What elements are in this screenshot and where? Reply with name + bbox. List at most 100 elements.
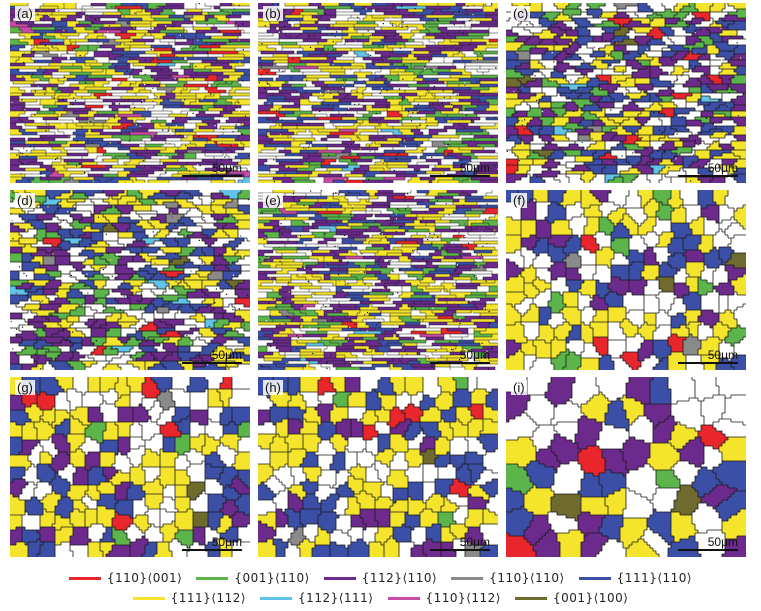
grain-region <box>623 93 627 97</box>
grain-region <box>297 247 319 251</box>
grain-region <box>288 63 307 67</box>
grain-region <box>258 223 265 227</box>
grain-region <box>369 117 385 121</box>
grain-region <box>229 241 242 245</box>
orientation-noise <box>87 292 89 294</box>
grain-region <box>393 87 418 91</box>
grain-region <box>336 12 361 16</box>
grain-region <box>160 159 179 163</box>
grain-region <box>258 283 262 287</box>
grain-region <box>202 232 215 236</box>
grain-region <box>471 96 498 100</box>
scale-bar-line <box>430 175 490 177</box>
orientation-noise <box>205 42 207 44</box>
grain-region <box>37 313 50 317</box>
grain-region <box>244 304 250 308</box>
grain-region <box>527 126 555 130</box>
grain-region <box>208 18 218 22</box>
grain-region <box>698 99 702 103</box>
grain-region <box>166 3 185 7</box>
grain-region <box>169 66 182 70</box>
grain-region <box>378 147 418 151</box>
grain-region <box>303 241 319 245</box>
grain-region <box>384 75 400 79</box>
grain-region <box>303 304 316 308</box>
grain-region <box>533 150 555 154</box>
grain-region <box>169 114 188 118</box>
grain-region <box>49 361 68 365</box>
grain-region <box>226 346 245 350</box>
grain-region <box>202 150 236 154</box>
grain-region <box>70 310 86 314</box>
grain-region <box>157 87 176 91</box>
grain-region <box>306 84 316 88</box>
grain-region <box>375 174 397 178</box>
grain-region <box>288 54 304 58</box>
grain-region <box>130 147 188 151</box>
grain-region <box>103 159 119 163</box>
orientation-noise <box>214 318 216 320</box>
grain-region <box>244 63 250 67</box>
grain-region <box>617 156 627 160</box>
grain-region <box>650 60 660 64</box>
orientation-noise <box>123 295 125 297</box>
grain-region <box>551 99 573 103</box>
grain-region <box>465 298 481 302</box>
grain-region <box>94 250 107 254</box>
grain-region <box>450 69 466 73</box>
grain-region <box>728 60 746 64</box>
grain-region <box>61 66 83 70</box>
grain-region <box>459 159 472 163</box>
grain-region <box>638 129 654 133</box>
grain-region <box>106 301 119 305</box>
grain-region <box>133 87 146 91</box>
grain-region <box>205 286 221 290</box>
grain-region <box>411 283 430 287</box>
orientation-noise <box>31 45 33 47</box>
grain-region <box>226 310 236 314</box>
grain-region <box>369 313 382 317</box>
grain-region <box>462 271 498 275</box>
orientation-noise <box>21 153 24 155</box>
grain-region <box>279 150 292 154</box>
orientation-noise <box>381 87 383 89</box>
grain-region <box>220 6 250 10</box>
grain-region <box>70 256 89 260</box>
grain-region <box>324 180 334 183</box>
grain-region <box>644 147 654 151</box>
grain-region <box>46 271 62 275</box>
grain-region <box>686 36 699 40</box>
grain-region <box>441 328 448 332</box>
orientation-noise <box>206 52 208 54</box>
grain-region <box>408 180 430 183</box>
grain-region <box>22 268 35 272</box>
grain-region <box>524 75 531 79</box>
grain-region <box>471 24 498 28</box>
grain-region <box>142 334 161 338</box>
grain-region <box>668 72 672 76</box>
grain-region <box>542 114 558 118</box>
grain-region <box>154 298 164 302</box>
grain-region <box>300 286 322 290</box>
grain-region <box>345 147 379 151</box>
orientation-map <box>506 3 746 183</box>
grain-region <box>217 238 236 242</box>
orientation-noise <box>353 141 355 143</box>
grain-region <box>375 220 394 224</box>
orientation-noise <box>165 25 167 27</box>
orientation-noise <box>343 79 345 81</box>
grain-region <box>602 120 639 124</box>
grain-region <box>220 295 239 299</box>
orientation-noise <box>322 101 324 103</box>
grain-region <box>713 90 717 94</box>
grain-region <box>692 51 708 55</box>
grain-region <box>447 241 451 245</box>
grain-region <box>76 135 86 139</box>
grain-region <box>145 180 149 183</box>
grain-region <box>414 66 439 70</box>
grain-region <box>58 289 71 293</box>
orientation-noise <box>322 182 325 183</box>
orientation-noise <box>89 23 91 25</box>
grain-region <box>85 193 95 197</box>
grain-region <box>405 42 439 46</box>
